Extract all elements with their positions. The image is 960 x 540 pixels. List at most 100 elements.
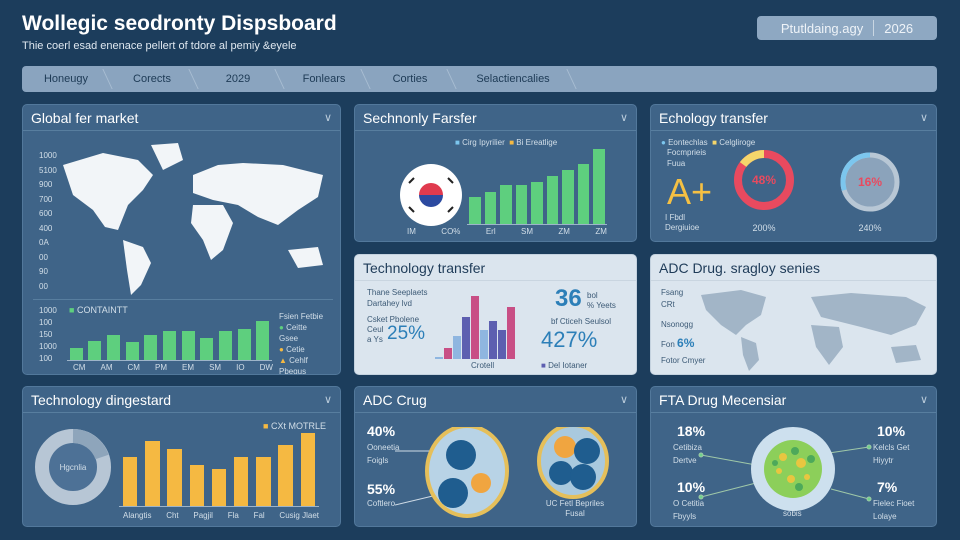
- donut-chart: [35, 429, 111, 505]
- card-title: ADC Crug: [363, 391, 427, 408]
- breadcrumb-item[interactable]: 2029: [194, 66, 280, 92]
- card-title: FTA Drug Mecensiar: [659, 391, 787, 408]
- bar: [167, 449, 182, 506]
- bar-chart: [67, 319, 272, 361]
- stat-label: bol% Yeets: [587, 291, 616, 311]
- chart-legend: ■ Cirg Ipyrilier ■ Bi Ereatlige: [455, 138, 558, 147]
- bar: [300, 432, 316, 506]
- bar: [189, 465, 204, 506]
- donut-label: Hgcnlia: [59, 463, 87, 472]
- global-market-card: Global fer market ∨ 1000 5100 900 700 600 400 0…: [22, 104, 341, 375]
- stat-value: 36: [555, 285, 582, 312]
- breadcrumb-item[interactable]: Selactiencalies: [452, 66, 572, 92]
- bar: [479, 329, 488, 359]
- echology-card: Echology transfer ∨ ● Eontechlas ■ Celgli…: [650, 104, 937, 242]
- stat-label: Ooneetia Foigls: [367, 443, 400, 465]
- bar-x-axis: CM AM CM PM EM SM IO DW: [73, 363, 273, 372]
- breadcrumb-item[interactable]: Corects: [108, 66, 194, 92]
- page-title: Wollegic seodronty Dispsboard: [22, 12, 337, 35]
- ring2-caption: 240%: [858, 223, 882, 233]
- stat-label: Cetibiza Dertve: [673, 443, 702, 465]
- caption: UC Fetl Bepriles Fusal: [545, 499, 605, 519]
- bar: [234, 457, 249, 506]
- bar: [69, 348, 83, 360]
- breadcrumb-item[interactable]: Honeugy: [22, 66, 108, 92]
- breadcrumb: Honeugy Corects 2029 Fonlears Corties Se…: [22, 66, 937, 92]
- bar: [211, 469, 227, 506]
- bar-chart: [119, 429, 319, 507]
- bar: [256, 321, 270, 360]
- breadcrumb-item[interactable]: Corties: [366, 66, 452, 92]
- chevron-down-icon[interactable]: ∨: [919, 394, 928, 406]
- ring-chart-2: [840, 152, 900, 212]
- world-map: [701, 290, 926, 371]
- bar: [181, 330, 195, 360]
- stat-value: 7%: [877, 479, 898, 495]
- bar-chart: [467, 145, 607, 225]
- caption: sobis: [783, 509, 802, 518]
- chevron-down-icon[interactable]: ∨: [323, 394, 332, 406]
- tech-dingestard-card: Technology dingestard ∨ ■ CXt MOTRLE Hgcn…: [22, 386, 341, 527]
- side-text: Thane Seeplaets Dartahey lvd Csket Pbolene: [367, 288, 428, 324]
- bar: [484, 192, 497, 224]
- bar: [125, 341, 139, 360]
- stat-label: Fielec Fioet Lolaye: [873, 499, 915, 521]
- x-axis-label: Crotell: [471, 361, 495, 370]
- cell-diagram: [698, 427, 872, 511]
- bar-chart: [435, 293, 515, 359]
- bar: [145, 440, 160, 506]
- badge-label: Ptutldaing.agy: [780, 20, 864, 36]
- chevron-down-icon[interactable]: ∨: [619, 394, 628, 406]
- chart-legend: ■ CXt MOTRLE: [263, 421, 326, 431]
- bar: [531, 181, 543, 224]
- ring2-value: 16%: [857, 175, 883, 189]
- divider: [33, 299, 333, 300]
- stat-value: 25%: [387, 323, 426, 344]
- bar: [435, 356, 444, 359]
- adc-series-card: ADC Drug. sragloy senies Fsang CRt Nsonogg…: [650, 254, 937, 375]
- cell-illustration: [395, 427, 609, 518]
- card-title: Technology transfer: [363, 259, 486, 276]
- card-title: Technology dingestard: [31, 391, 172, 408]
- bar: [200, 337, 214, 360]
- bar: [546, 175, 559, 224]
- grade-value: A+: [667, 171, 713, 212]
- header-badge[interactable]: Ptutldaing.agy 2026: [757, 16, 937, 40]
- side-legend: Fsien Fetbie ● Ceitte Gsee ● Cetie ▲ Cehlf Pb…: [279, 312, 324, 375]
- bar: [462, 316, 471, 359]
- badge-year: 2026: [884, 20, 914, 36]
- bar-x-axis: IM CO% Erl SM ZM ZM: [407, 227, 607, 236]
- bar: [444, 347, 453, 359]
- bar: [468, 196, 481, 224]
- bar: [237, 328, 251, 360]
- bar: [506, 307, 515, 359]
- bar: [218, 330, 232, 360]
- chevron-down-icon[interactable]: ∨: [619, 112, 628, 124]
- breadcrumb-item[interactable]: Fonlears: [280, 66, 366, 92]
- chart-legend: ■ Del Iotaner: [541, 361, 588, 370]
- bar-y-axis: 1000 100 150 1000 100: [39, 306, 57, 363]
- page-subtitle: Thie coerl esad enenace pellert of tdore…: [22, 40, 297, 52]
- chevron-down-icon[interactable]: ∨: [919, 112, 928, 124]
- world-map: [63, 143, 323, 295]
- bar-x-axis: Alangtis Cht Pagjil Fla Fal Cusig Jlaet: [123, 511, 319, 520]
- adc-crug-card: ADC Crug ∨ 40% Ooneetia Foigls 55% Coftler…: [354, 386, 637, 527]
- bar: [107, 334, 121, 360]
- card-title: Global fer market: [31, 109, 139, 126]
- bar: [593, 148, 606, 224]
- card-title: Sechnonly Farsfer: [363, 109, 477, 126]
- bar: [278, 445, 293, 506]
- stat-value: 427%: [541, 327, 598, 352]
- sechnonly-card: Sechnonly Farsfer ∨ ■ Cirg Ipyrilier ■ Bi…: [354, 104, 637, 242]
- chevron-down-icon[interactable]: ∨: [323, 112, 332, 124]
- map-labels: Fsang CRt Nsonogg Fon 6% Fotor Cmyer: [661, 288, 706, 365]
- bar: [256, 457, 271, 506]
- bar: [500, 184, 512, 224]
- bar: [162, 330, 176, 360]
- stat-value: 55%: [367, 481, 396, 497]
- stat-label: O Cetitia Fbyyls: [673, 499, 705, 521]
- ring-chart-1: [734, 150, 794, 210]
- stat-value: 40%: [367, 423, 396, 439]
- grade-label: I Fbdl Dergiuioe: [665, 213, 700, 233]
- card-title: Echology transfer: [659, 109, 768, 126]
